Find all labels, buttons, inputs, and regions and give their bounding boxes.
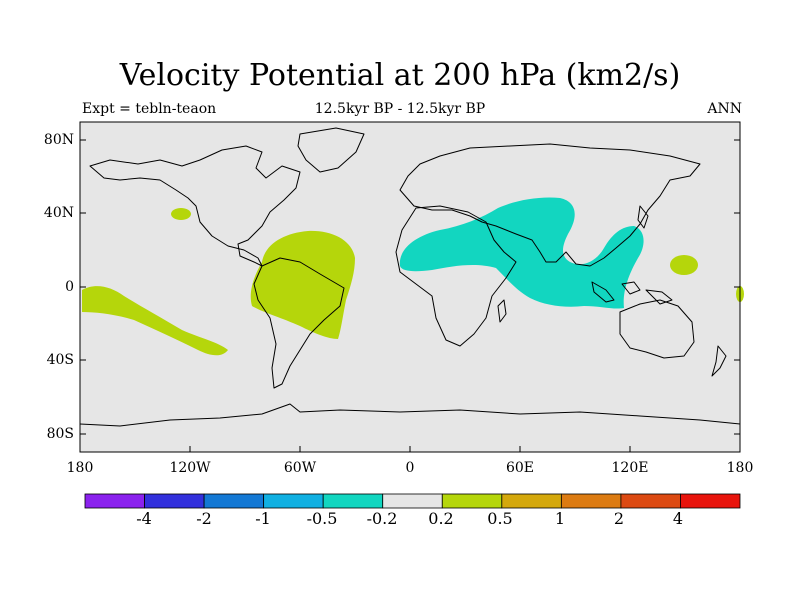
- colorbar-box: [84, 493, 145, 509]
- colorbar-label: -2: [196, 509, 212, 528]
- map-ticks: [80, 139, 740, 452]
- lon-label-0: 0: [405, 460, 415, 476]
- coastline-australia: [619, 299, 695, 359]
- colorbar-box: [382, 493, 443, 509]
- colorbar-box: [441, 493, 503, 509]
- coastline-greenland: [297, 127, 365, 173]
- coastline-new-zealand: [711, 345, 727, 377]
- colorbar: [84, 493, 741, 509]
- colorbar-label: -1: [255, 509, 271, 528]
- season-label: ANN: [707, 101, 742, 117]
- lat-label-40s: 40S: [46, 352, 74, 368]
- lon-label-60e: 60E: [505, 460, 535, 476]
- coastline-north-america: [89, 145, 301, 267]
- lat-label-80n: 80N: [43, 132, 74, 148]
- colorbar-box: [680, 493, 741, 509]
- colorbar-box: [203, 493, 265, 509]
- lon-label-180-east: 180: [726, 460, 754, 476]
- colorbar-label: 1: [554, 509, 566, 528]
- map-background: [80, 122, 740, 452]
- coastline-south-america: [253, 257, 345, 389]
- coastline-africa: [395, 205, 517, 347]
- positive-anomaly-regions: [82, 208, 744, 356]
- coastline-japan: [637, 205, 649, 229]
- colorbar-label: 4: [672, 509, 684, 528]
- lon-label-180-west: 180: [66, 460, 94, 476]
- coastline-maritime-continent: [591, 281, 673, 305]
- experiment-label: Expt = tebln-teaon: [82, 101, 217, 117]
- coastline-madagascar: [497, 299, 507, 323]
- colorbar-label: 2: [613, 509, 625, 528]
- lon-label-60w: 60W: [283, 460, 317, 476]
- lat-label-40n: 40N: [43, 205, 74, 221]
- period-label: 12.5kyr BP - 12.5kyr BP: [314, 101, 486, 117]
- colorbar-box: [620, 493, 681, 509]
- positive-region-east-pacific: [82, 286, 228, 356]
- coastline-eurasia: [399, 143, 701, 267]
- coastlines: [79, 127, 741, 427]
- lat-label-80s: 80S: [46, 426, 74, 442]
- colorbar-box: [144, 493, 205, 509]
- positive-region-north-pacific: [171, 208, 191, 220]
- colorbar-box: [501, 493, 562, 509]
- lon-label-120e: 120E: [611, 460, 649, 476]
- colorbar-label: 0.2: [428, 509, 454, 528]
- lat-label-equator: 0: [65, 279, 74, 295]
- positive-region-south-america: [250, 230, 355, 339]
- colorbar-label: -4: [136, 509, 152, 528]
- coastline-antarctica: [79, 403, 741, 427]
- colorbar-box: [322, 493, 384, 509]
- positive-region-west-pacific: [670, 255, 698, 275]
- colorbar-box: [560, 493, 622, 509]
- colorbar-label: -0.2: [366, 509, 398, 528]
- lon-label-120w: 120W: [169, 460, 211, 476]
- colorbar-label: -0.5: [306, 509, 338, 528]
- colorbar-label: 0.5: [487, 509, 513, 528]
- map-title: Velocity Potential at 200 hPa (km2/s): [119, 58, 681, 93]
- negative-region-africa-asia: [399, 197, 644, 309]
- colorbar-box: [263, 493, 324, 509]
